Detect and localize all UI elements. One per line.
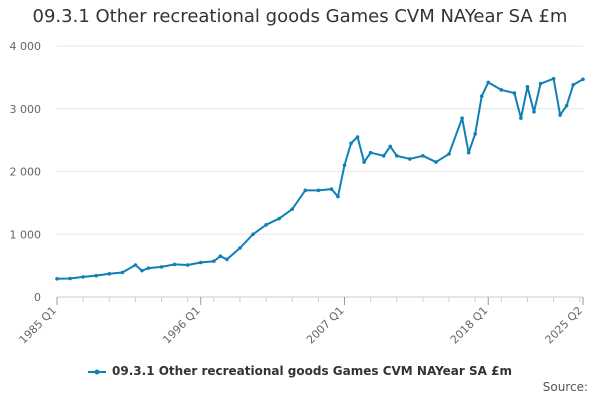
data-point (218, 254, 223, 259)
data-point (264, 223, 268, 227)
data-point (185, 263, 190, 267)
legend-swatch-icon (88, 369, 107, 374)
data-point (225, 257, 229, 262)
data-point (198, 260, 203, 265)
y-tick-label: 2 000 (10, 166, 42, 179)
data-point (336, 194, 340, 199)
data-point (512, 91, 517, 95)
data-point (355, 135, 360, 139)
x-tick-label: 2018 Q1 (448, 304, 491, 347)
data-point (519, 116, 523, 120)
legend[interactable]: 09.3.1 Other recreational goods Games CV… (0, 364, 600, 378)
data-point (388, 144, 393, 149)
data-point (290, 207, 295, 211)
data-point (571, 83, 575, 87)
chart-title: 09.3.1 Other recreational goods Games CV… (32, 6, 568, 27)
source-label: Source: (542, 380, 588, 394)
data-point (564, 103, 569, 108)
data-point (362, 160, 366, 164)
data-point (381, 154, 386, 158)
data-point (581, 77, 585, 82)
data-point (303, 188, 308, 193)
y-tick-label: 1 000 (10, 228, 42, 241)
data-point (349, 141, 353, 146)
data-point (159, 265, 164, 269)
data-point (460, 116, 464, 120)
legend-label: 09.3.1 Other recreational goods Games CV… (112, 364, 512, 378)
y-tick-label: 4 000 (10, 40, 42, 53)
data-point (316, 188, 321, 193)
data-point (408, 157, 412, 161)
data-point (212, 259, 216, 264)
y-tick-label: 0 (34, 291, 41, 304)
data-point (172, 262, 177, 267)
data-point (525, 84, 530, 89)
data-point (68, 276, 72, 281)
data-point (434, 160, 438, 164)
data-point (421, 154, 425, 158)
data-point (120, 270, 125, 275)
data-point (133, 263, 138, 267)
data-point (107, 271, 112, 276)
data-point (486, 80, 491, 85)
x-tick-label: 1996 Q1 (160, 304, 203, 347)
y-tick-label: 3 000 (10, 103, 42, 116)
data-point (329, 187, 334, 191)
data-point (277, 216, 281, 221)
data-point (499, 88, 504, 92)
data-point (81, 275, 85, 279)
data-point (466, 150, 471, 155)
data-point (551, 76, 556, 81)
data-point (94, 273, 99, 278)
x-tick-label: 1985 Q1 (17, 304, 60, 347)
data-point (238, 246, 242, 250)
data-point (146, 266, 151, 270)
data-point (473, 132, 477, 136)
x-tick-label: 2007 Q1 (304, 304, 347, 347)
data-point (479, 94, 484, 98)
data-point (532, 110, 536, 114)
data-point (55, 277, 59, 281)
data-point (558, 113, 562, 117)
data-point (538, 81, 543, 86)
data-point (342, 163, 347, 168)
data-point (447, 152, 451, 156)
x-tick-label: 2025 Q2 (543, 304, 586, 347)
data-point (394, 154, 399, 158)
data-point (251, 232, 255, 237)
data-point (140, 268, 144, 273)
data-point (368, 150, 373, 155)
